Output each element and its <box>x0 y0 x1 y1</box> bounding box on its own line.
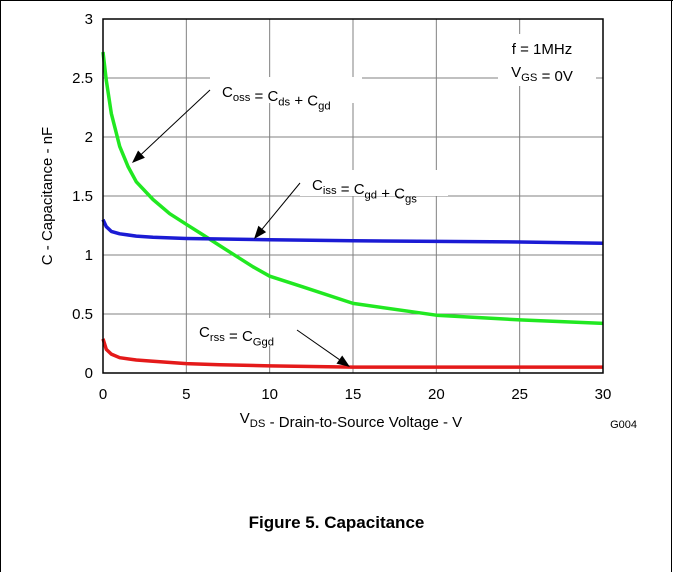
frame-left-border <box>0 0 1 572</box>
y-tick-label: 0.5 <box>72 306 93 323</box>
series-leader-line-1 <box>261 182 301 230</box>
y-tick-label: 0 <box>85 365 93 382</box>
series-line-2 <box>101 338 603 369</box>
frame-top-border <box>0 0 673 1</box>
series-label-box-2 <box>190 318 310 346</box>
series-leader-line-2 <box>296 329 340 360</box>
series-label-box-0 <box>210 77 362 103</box>
x-tick-label: 20 <box>428 386 445 403</box>
series-leader-arrowhead-1 <box>254 225 267 239</box>
series-label-1: Ciss = Cgd + Cgs <box>312 177 417 206</box>
x-tick-label: 15 <box>345 386 362 403</box>
y-tick-label: 1.5 <box>72 188 93 205</box>
y-tick-label: 1 <box>85 247 93 264</box>
condition-frequency: f = 1MHz <box>512 41 572 58</box>
series-leader-arrowhead-2 <box>336 355 350 367</box>
plot-frame <box>102 18 604 374</box>
series-leader-line-0 <box>141 89 211 155</box>
x-tick-label: 25 <box>511 386 528 403</box>
series-label-0: Coss = Cds + Cgd <box>222 84 331 113</box>
condition-vgs: VGS = 0V <box>511 64 573 85</box>
graph-id: G004 <box>610 419 637 431</box>
figure-caption: Figure 5. Capacitance <box>248 513 425 532</box>
y-axis-title: C - Capacitance - nF <box>39 127 56 265</box>
series-label-2: Crss = CGgd <box>199 324 274 348</box>
series-line-0 <box>101 51 604 326</box>
series-label-box-1 <box>300 170 448 196</box>
y-tick-label: 3 <box>85 11 93 28</box>
conditions-box <box>498 34 596 86</box>
y-tick-label: 2.5 <box>72 70 93 87</box>
frame-right-border <box>671 0 672 572</box>
y-tick-label: 2 <box>85 129 93 146</box>
x-axis-title: VDS - Drain-to-Source Voltage - V <box>240 410 462 431</box>
x-tick-label: 0 <box>99 386 107 403</box>
x-tick-label: 10 <box>261 386 278 403</box>
capacitance-chart: 0 5 10 15 20 25 30 0 0.5 1 1.5 2 2.5 3 C - Capacitance… <box>39 11 637 431</box>
x-tick-label: 30 <box>595 386 612 403</box>
series-leader-arrowhead-0 <box>132 150 145 163</box>
x-tick-label: 5 <box>182 386 190 403</box>
series-line-1 <box>101 218 604 245</box>
